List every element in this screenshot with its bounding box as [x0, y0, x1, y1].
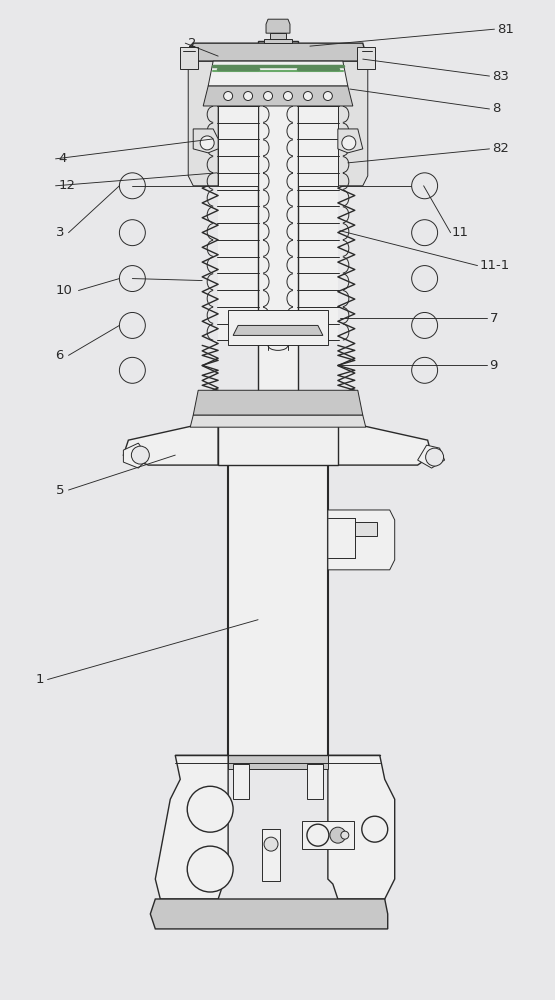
Circle shape	[284, 92, 292, 101]
Polygon shape	[155, 755, 228, 899]
Bar	[228, 755, 328, 769]
Polygon shape	[328, 755, 395, 899]
Polygon shape	[190, 415, 366, 427]
Text: 9: 9	[490, 359, 498, 372]
Circle shape	[200, 136, 214, 150]
Polygon shape	[328, 510, 395, 570]
Bar	[307, 764, 323, 799]
Circle shape	[426, 448, 443, 466]
Circle shape	[412, 220, 437, 246]
Circle shape	[119, 266, 145, 292]
Polygon shape	[338, 61, 368, 186]
Text: 7: 7	[490, 312, 498, 325]
Bar	[298, 106, 338, 340]
Polygon shape	[218, 106, 258, 186]
Polygon shape	[338, 420, 432, 465]
Bar	[302, 821, 354, 849]
Circle shape	[412, 357, 437, 383]
Text: 8: 8	[492, 102, 501, 115]
Circle shape	[187, 786, 233, 832]
Text: 1: 1	[36, 673, 44, 686]
Polygon shape	[123, 420, 218, 465]
Bar	[264, 39, 292, 43]
Polygon shape	[208, 61, 348, 86]
Circle shape	[119, 220, 145, 246]
Circle shape	[342, 136, 356, 150]
Polygon shape	[298, 106, 338, 186]
Circle shape	[132, 446, 149, 464]
Text: 2: 2	[188, 37, 196, 50]
Circle shape	[307, 824, 329, 846]
Circle shape	[412, 173, 437, 199]
Bar	[355, 522, 377, 536]
Circle shape	[264, 92, 273, 101]
Bar	[262, 829, 280, 881]
Bar	[218, 415, 338, 465]
Polygon shape	[123, 443, 148, 468]
Circle shape	[330, 827, 346, 843]
Text: 11: 11	[452, 226, 468, 239]
Bar	[228, 310, 328, 345]
Text: 6: 6	[56, 349, 64, 362]
Polygon shape	[193, 390, 363, 415]
Circle shape	[119, 312, 145, 338]
Bar	[270, 33, 286, 39]
Text: 83: 83	[492, 70, 509, 83]
Circle shape	[304, 92, 312, 101]
Circle shape	[341, 831, 349, 839]
Text: 12: 12	[58, 179, 75, 192]
Polygon shape	[188, 43, 368, 61]
Circle shape	[187, 846, 233, 892]
Text: 5: 5	[56, 484, 64, 497]
Polygon shape	[188, 61, 218, 186]
Bar	[180, 47, 198, 69]
Bar	[228, 460, 328, 759]
Polygon shape	[150, 899, 388, 929]
Polygon shape	[338, 129, 363, 153]
Polygon shape	[193, 129, 218, 153]
Text: 10: 10	[56, 284, 73, 297]
Bar	[357, 47, 375, 69]
Polygon shape	[418, 445, 445, 468]
Circle shape	[362, 816, 388, 842]
Circle shape	[119, 357, 145, 383]
Bar	[233, 764, 249, 799]
Text: 11-1: 11-1	[480, 259, 509, 272]
Circle shape	[264, 837, 278, 851]
Circle shape	[244, 92, 253, 101]
Text: 4: 4	[58, 152, 67, 165]
Text: 3: 3	[56, 226, 64, 239]
Circle shape	[324, 92, 332, 101]
Polygon shape	[233, 325, 323, 335]
Text: 81: 81	[497, 23, 514, 36]
Circle shape	[224, 92, 233, 101]
Circle shape	[412, 266, 437, 292]
Bar	[218, 106, 258, 340]
Bar	[258, 41, 298, 405]
Polygon shape	[266, 19, 290, 33]
Circle shape	[119, 173, 145, 199]
Text: 82: 82	[492, 142, 509, 155]
Polygon shape	[203, 86, 353, 106]
Circle shape	[412, 312, 437, 338]
